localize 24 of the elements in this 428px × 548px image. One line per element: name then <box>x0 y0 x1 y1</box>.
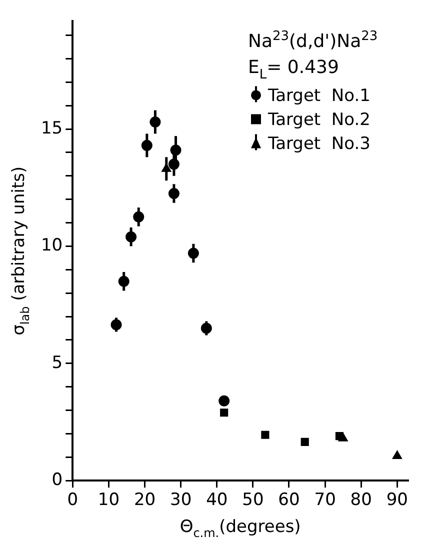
point <box>218 395 230 406</box>
x-tick-label: 0 <box>67 490 78 510</box>
y-axis-title: σlab (arbitrary units) <box>9 166 32 336</box>
y-tick-label: 5 <box>52 352 63 373</box>
point <box>220 408 228 417</box>
x-tick-label: 30 <box>170 490 192 510</box>
x-tick-label: 50 <box>242 490 264 510</box>
point <box>392 450 402 459</box>
point <box>261 430 270 439</box>
legend-label: Target No.1 <box>267 86 370 106</box>
x-tick-label: 90 <box>386 490 408 510</box>
x-tick-label: 10 <box>98 490 120 510</box>
x-tick-label: 20 <box>134 490 156 510</box>
point <box>300 438 309 446</box>
y-tick-label: 10 <box>40 236 63 256</box>
x-tick-label: 70 <box>314 490 336 510</box>
x-tick-label: 60 <box>278 490 300 510</box>
x-tick-label: 40 <box>206 490 228 510</box>
legend-label: Target No.2 <box>267 110 370 130</box>
y-tick-label: 0 <box>52 470 63 490</box>
x-tick-label: 80 <box>350 490 372 510</box>
y-tick-label: 15 <box>40 118 63 138</box>
legend-label: Target No.3 <box>267 134 370 154</box>
point <box>335 432 344 440</box>
